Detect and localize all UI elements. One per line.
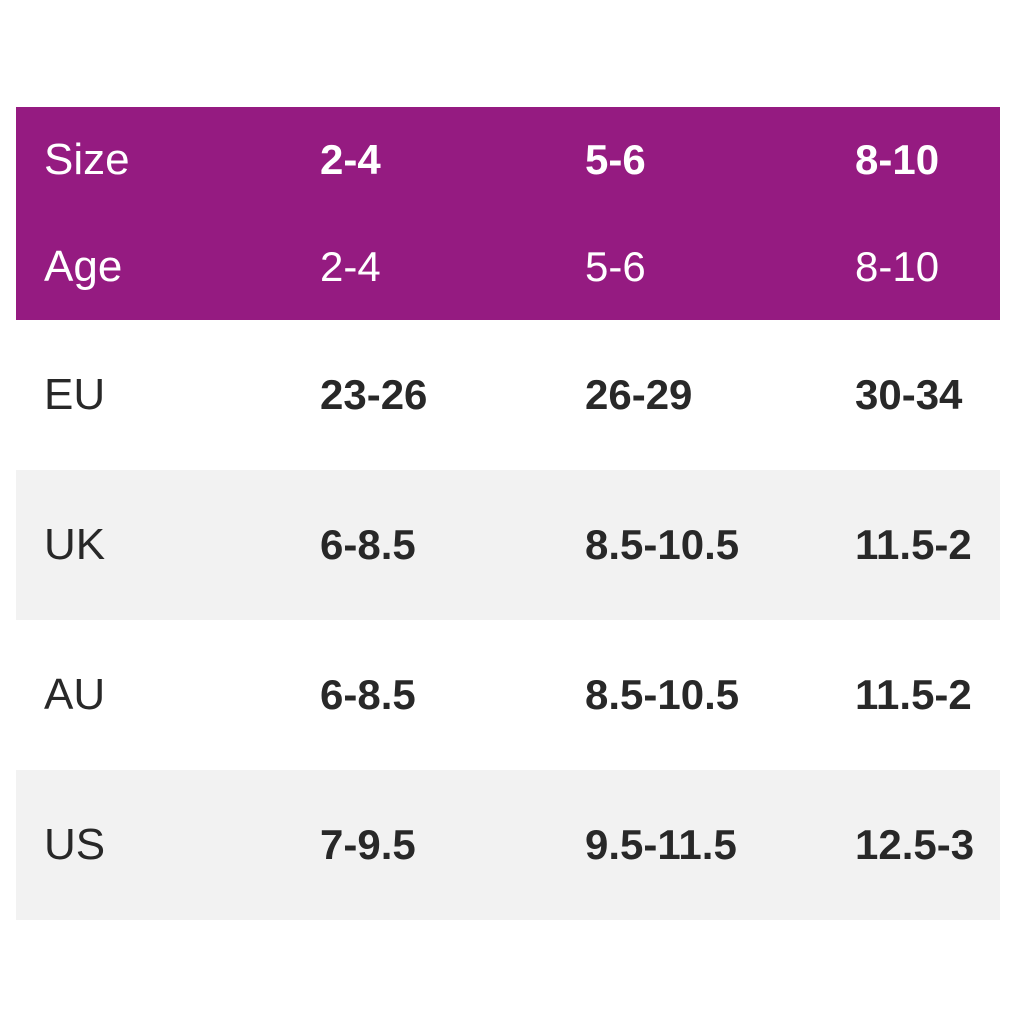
size-chart-table: Size 2-4 5-6 8-10 Age 2-4 5-6 8-10 EU 23… [16,107,1000,920]
table-row-eu: EU 23-26 26-29 30-34 [16,320,1000,470]
row-label: Size [44,135,130,185]
header-row-age: Age 2-4 5-6 8-10 [16,214,1000,321]
cell-value: 8-10 [855,242,940,290]
cell-value: 8.5-10.5 [585,521,740,568]
cell-value: 7-9.5 [320,821,416,868]
cell-value: 12.5-3 [855,821,975,868]
cell-value: 8.5-10.5 [585,671,740,718]
cell-value: 2-4 [320,242,381,290]
table-row-uk: UK 6-8.5 8.5-10.5 11.5-2 [16,470,1000,620]
cell-value: 11.5-2 [855,521,972,568]
row-label: US [44,820,106,869]
table-row-au: AU 6-8.5 8.5-10.5 11.5-2 [16,620,1000,770]
cell-value: 5-6 [585,136,646,184]
cell-value: 6-8.5 [320,671,416,718]
cell-value: 30-34 [855,371,963,418]
cell-value: 5-6 [585,242,646,290]
row-label: AU [44,670,106,719]
row-label: UK [44,520,106,569]
size-chart-header: Size 2-4 5-6 8-10 Age 2-4 5-6 8-10 [16,107,1000,320]
row-label: Age [44,241,123,291]
header-row-size: Size 2-4 5-6 8-10 [16,107,1000,214]
cell-value: 23-26 [320,371,428,418]
table-row-us: US 7-9.5 9.5-11.5 12.5-3 [16,770,1000,920]
cell-value: 6-8.5 [320,521,416,568]
cell-value: 11.5-2 [855,671,972,718]
row-label: EU [44,370,106,419]
cell-value: 26-29 [585,371,693,418]
cell-value: 2-4 [320,136,381,184]
cell-value: 9.5-11.5 [585,821,737,868]
cell-value: 8-10 [855,136,940,184]
